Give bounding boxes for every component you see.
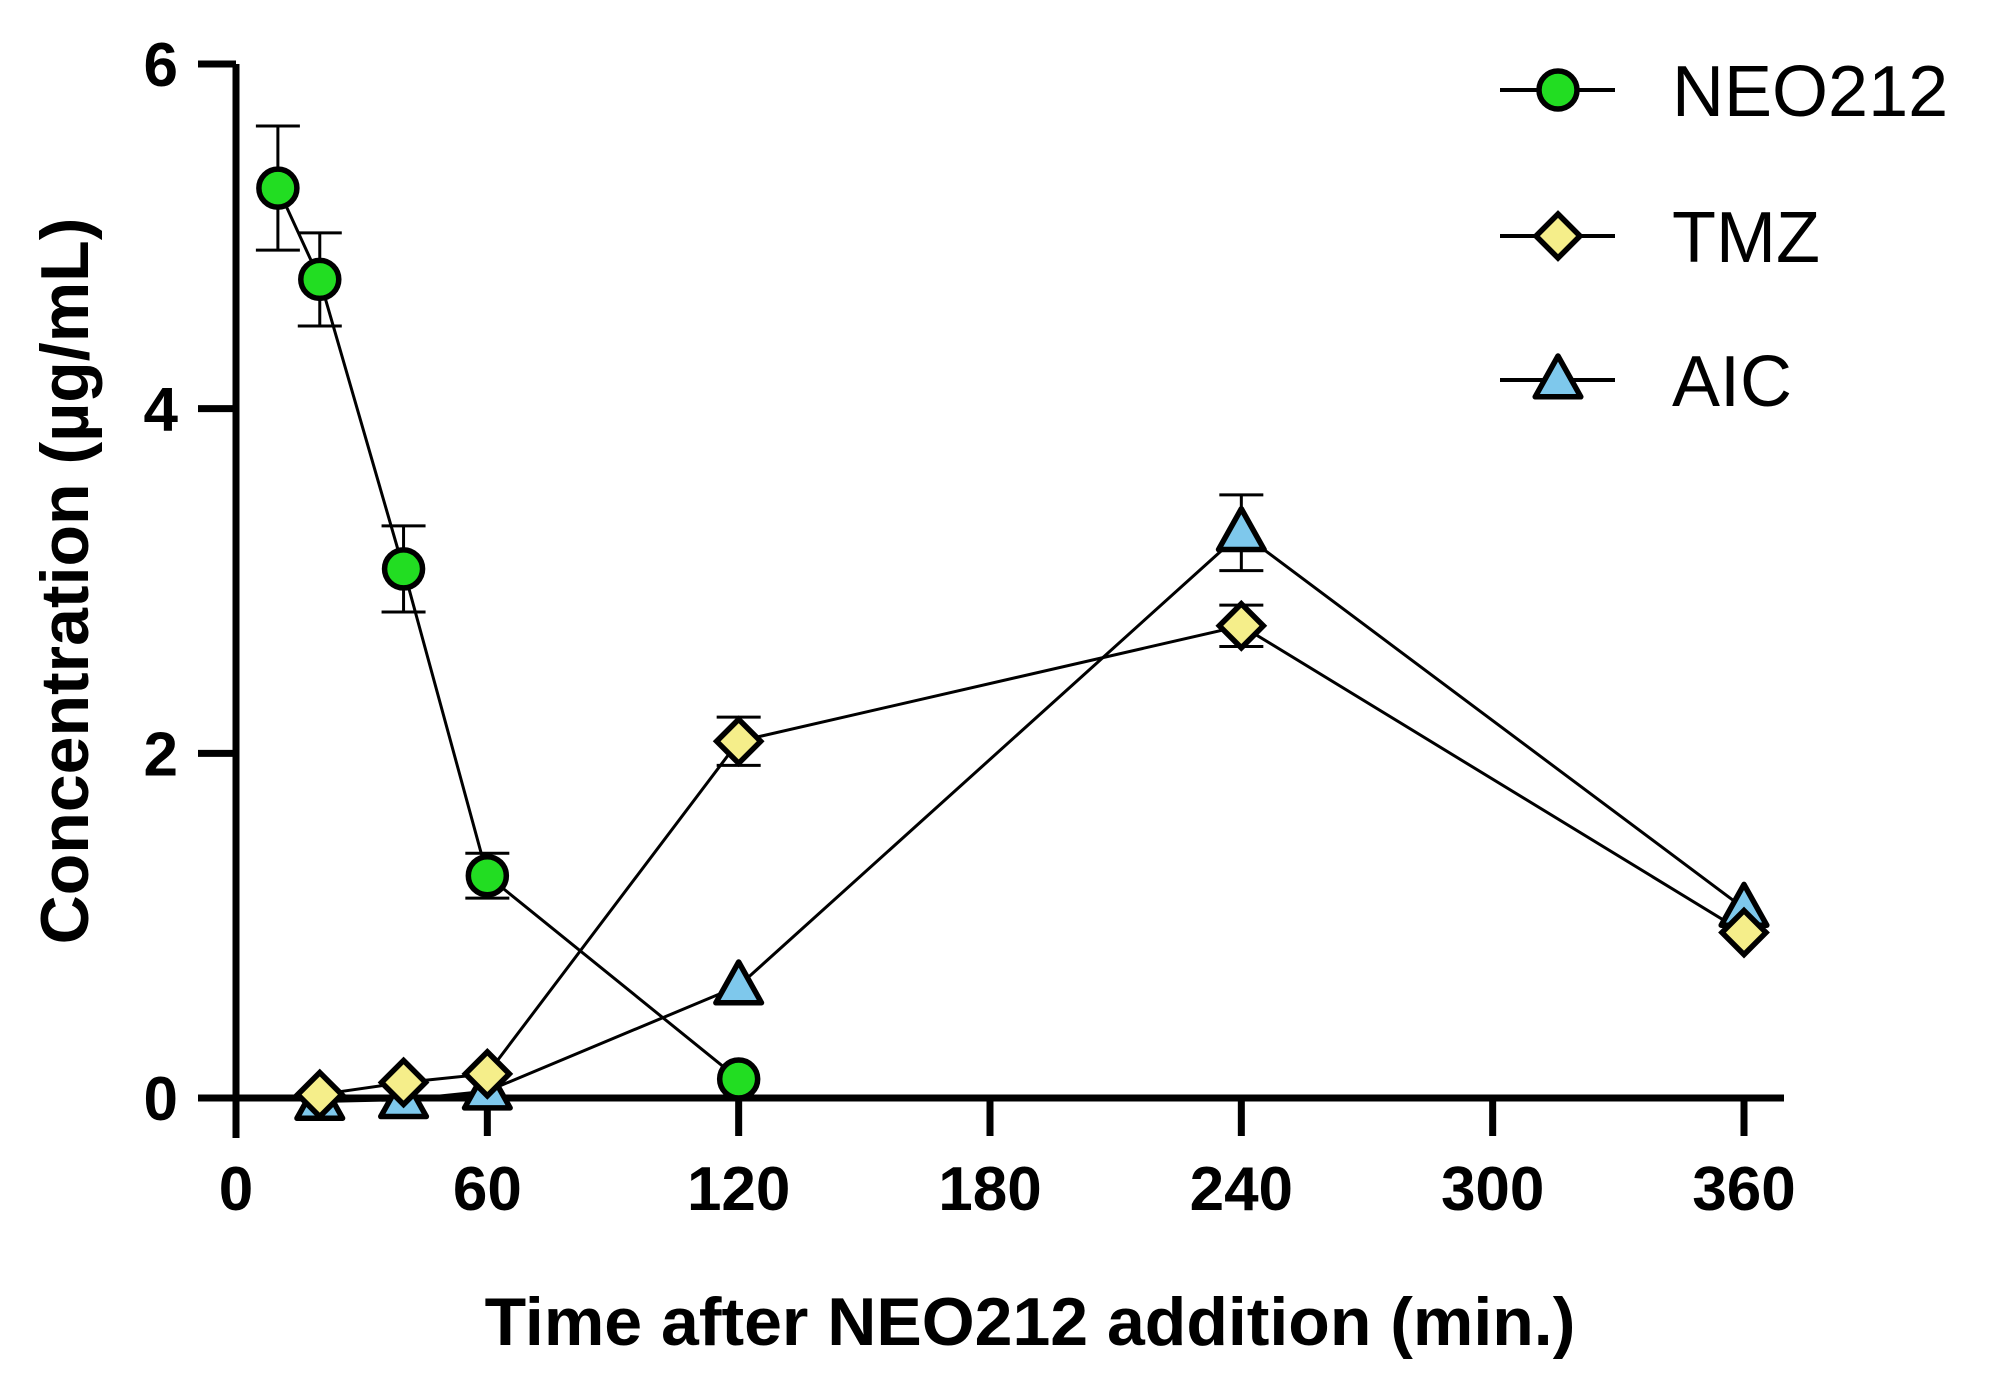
- legend-label: AIC: [1672, 342, 1792, 422]
- x-tick-label: 0: [219, 1155, 253, 1224]
- data-point-neo212: [716, 1057, 761, 1101]
- legend-label: TMZ: [1672, 198, 1820, 278]
- x-tick-label: 300: [1441, 1155, 1544, 1224]
- series-line-neo212: [276, 187, 740, 1081]
- data-point-tmz: [712, 715, 765, 768]
- data-point-tmz: [1215, 599, 1268, 652]
- legend-marker-triangle: [1532, 353, 1584, 400]
- legend-label: NEO212: [1672, 52, 1948, 132]
- data-point-neo212: [256, 166, 300, 210]
- data-point-tmz: [461, 1047, 514, 1100]
- data-point-tmz: [1718, 906, 1770, 959]
- data-point-neo212: [465, 853, 510, 898]
- data-point-neo212: [298, 257, 342, 302]
- data-point-aic: [713, 959, 765, 1006]
- data-point-tmz: [377, 1056, 430, 1109]
- y-tick-label: 6: [144, 31, 178, 100]
- legend-item-neo212: NEO212: [1500, 52, 1948, 132]
- legend-marker-circle: [1536, 68, 1580, 112]
- x-tick-label: 360: [1692, 1155, 1795, 1224]
- series-line-aic: [319, 530, 1745, 1103]
- y-tick-label: 4: [144, 376, 179, 445]
- data-point-aic: [1215, 505, 1267, 553]
- x-tick-label: 180: [938, 1155, 1041, 1224]
- legend-marker-diamond: [1532, 210, 1584, 262]
- x-axis-title: Time after NEO212 addition (min.): [485, 1284, 1576, 1360]
- y-tick-label: 0: [144, 1065, 178, 1134]
- y-tick-label: 2: [144, 720, 178, 789]
- data-point-tmz: [293, 1068, 346, 1121]
- x-tick-label: 120: [687, 1155, 790, 1224]
- data-point-neo212: [381, 547, 426, 591]
- y-axis-title: Concentration (µg/mL): [27, 218, 103, 945]
- x-tick-label: 240: [1190, 1155, 1293, 1224]
- series-line-tmz: [319, 624, 1745, 1097]
- x-tick-label: 60: [453, 1155, 522, 1224]
- legend-item-aic: AIC: [1500, 342, 1792, 422]
- legend-item-tmz: TMZ: [1500, 198, 1820, 278]
